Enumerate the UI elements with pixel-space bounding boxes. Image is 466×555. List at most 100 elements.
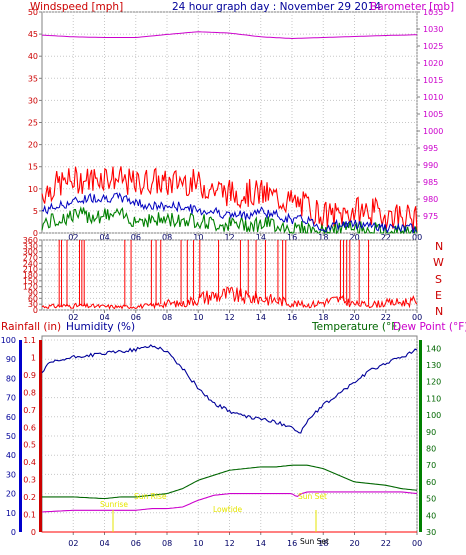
x-tick-label: 12	[225, 233, 235, 242]
temperature-tick-label: 140	[426, 344, 441, 353]
x-tick-label: 18	[318, 313, 328, 322]
x-tick-label: 08	[162, 233, 172, 242]
rainfall-tick-label: 0.7	[23, 406, 36, 415]
windspeed-title: Windspeed [mph]	[30, 1, 123, 13]
direction-tick-label: 120	[23, 283, 38, 292]
windspeed-tick-label: 20	[28, 141, 38, 150]
barometer-tick-label: 1030	[423, 25, 443, 34]
rainfall-tick-label: 0	[31, 528, 36, 537]
temperature-tick-label: 120	[426, 378, 441, 387]
humidity-tick-label: 90	[6, 355, 16, 364]
temperature-tick-label: 80	[426, 445, 436, 454]
temp-humidity-series	[41, 344, 418, 533]
direction-tick-label: 150	[23, 277, 38, 286]
rainfall-axis-bar	[39, 340, 42, 532]
direction-tick-label: 210	[23, 265, 38, 274]
wind-baro-grid	[42, 11, 418, 234]
temperature-tick-label: 60	[426, 478, 436, 487]
sun-rise-label: Sun Rise	[134, 492, 167, 501]
barometer-tick-label: 1000	[423, 127, 443, 136]
x-tick-label: 16	[287, 539, 297, 548]
x-tick-label: 08	[162, 313, 172, 322]
rainfall-tick-label: 0.1	[23, 511, 36, 520]
humidity-tick-label: 10	[6, 509, 16, 518]
x-tick-label: 18	[318, 539, 328, 548]
x-tick-label: 12	[225, 539, 235, 548]
rainfall-tick-label: 0.3	[23, 476, 36, 485]
temperature-title: Temperature (°F)	[311, 321, 401, 333]
windspeed-tick-label: 35	[28, 74, 38, 83]
direction-tick-label: 0	[33, 306, 38, 315]
direction-tick-label: 360	[23, 236, 38, 245]
x-tick-label: 02	[68, 539, 78, 548]
temperature-tick-label: 30	[426, 528, 436, 537]
rainfall-tick-label: 0.6	[23, 423, 36, 432]
rainfall-tick-label: 1	[31, 353, 36, 362]
temperature-tick-label: 70	[426, 461, 436, 470]
rainfall-tick-label: 0.9	[23, 371, 36, 380]
barometer-title: Barometer [mb]	[370, 1, 454, 13]
compass-labels: N W S E N	[433, 240, 444, 318]
temperature-line	[42, 464, 418, 500]
x-tick-label: 10	[193, 313, 203, 322]
compass-n-top: N	[435, 240, 443, 253]
wind-direction-line	[41, 286, 418, 310]
sun-event-markers: Sunrise Sun Rise Lowtide Sun Set Sun Set	[100, 492, 329, 546]
temperature-tick-label: 50	[426, 495, 436, 504]
x-tick-label: 20	[350, 539, 360, 548]
humidity-axis-bar	[19, 340, 22, 532]
x-tick-label: 12	[225, 313, 235, 322]
x-tick-label: 22	[381, 539, 391, 548]
humidity-tick-label: 0	[11, 528, 16, 537]
windspeed-tick-label: 10	[28, 185, 38, 194]
direction-tick-label: 240	[23, 259, 38, 268]
barometer-tick-label: 1010	[423, 93, 443, 102]
x-tick-label: 14	[256, 233, 266, 242]
rainfall-tick-label: 0.5	[23, 441, 36, 450]
x-tick-label: 02	[68, 313, 78, 322]
wind-direction-series	[41, 240, 418, 310]
x-tick-label: 02	[68, 233, 78, 242]
humidity-title: Humidity (%)	[66, 321, 135, 333]
lowtide-label: Lowtide	[213, 505, 243, 514]
barometer-tick-label: 1035	[423, 8, 443, 17]
rainfall-tick-label: 0.2	[23, 493, 36, 502]
humidity-tick-label: 60	[6, 413, 16, 422]
x-tick-label: 16	[287, 313, 297, 322]
direction-tick-label: 90	[28, 289, 38, 298]
barometer-tick-label: 1005	[423, 110, 443, 119]
x-tick-label: 16	[287, 233, 297, 242]
humidity-tick-label: 40	[6, 451, 16, 460]
windspeed-tick-label: 45	[28, 30, 38, 39]
direction-tick-label: 270	[23, 254, 38, 263]
x-tick-label: 20	[350, 313, 360, 322]
windspeed-tick-label: 30	[28, 96, 38, 105]
humidity-tick-label: 20	[6, 490, 16, 499]
humidity-tick-label: 70	[6, 394, 16, 403]
wind-average-line	[41, 192, 418, 234]
wind-baro-ticks: 0510152025303540455097598098599099510001…	[28, 8, 444, 242]
x-tick-label: 14	[256, 539, 266, 548]
sun-set-label-upper: Sun Set	[298, 492, 327, 501]
humidity-tick-label: 80	[6, 374, 16, 383]
barometer-line	[41, 31, 417, 40]
x-tick-label: 06	[131, 539, 141, 548]
x-tick-label: 20	[350, 233, 360, 242]
barometer-tick-label: 975	[423, 212, 438, 221]
direction-tick-label: 330	[23, 242, 38, 251]
direction-tick-label: 30	[28, 300, 38, 309]
direction-tick-label: 300	[23, 248, 38, 257]
rainfall-title: Rainfall (in)	[1, 321, 61, 333]
dew-point-line	[41, 491, 418, 513]
barometer-tick-label: 1025	[423, 42, 443, 51]
sun-set-label-lower: Sun Set	[300, 537, 329, 546]
x-tick-label: 22	[381, 233, 391, 242]
date-title: 24 hour graph day : November 29 2014	[172, 1, 381, 13]
x-tick-label: 04	[100, 233, 110, 242]
humidity-tick-label: 50	[6, 432, 16, 441]
wind-baro-series	[41, 31, 418, 235]
barometer-tick-label: 1015	[423, 76, 443, 85]
x-tick-label: 00	[412, 313, 422, 322]
x-tick-label: 18	[318, 233, 328, 242]
